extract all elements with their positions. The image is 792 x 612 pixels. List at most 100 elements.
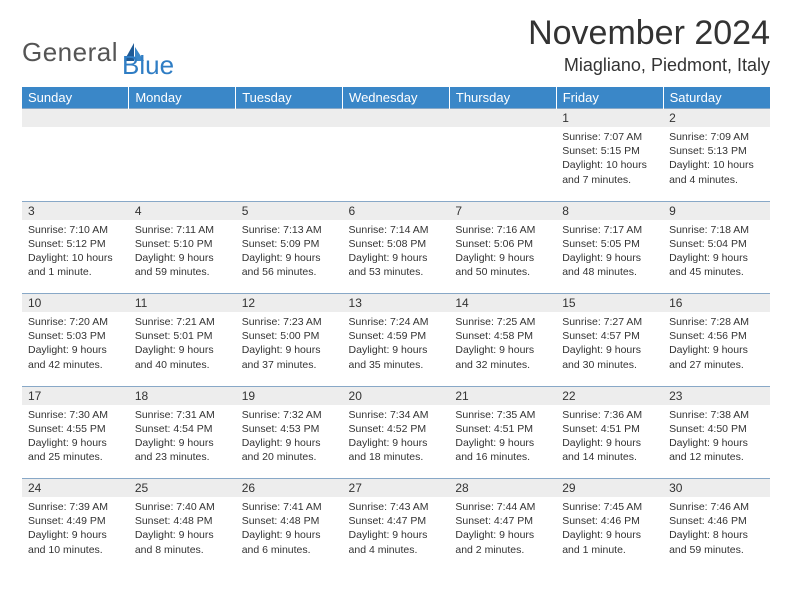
day-detail-cell: Sunrise: 7:44 AMSunset: 4:47 PMDaylight:… bbox=[449, 497, 556, 571]
daylight-text: Daylight: 9 hours and 18 minutes. bbox=[349, 436, 444, 464]
weekday-header: Monday bbox=[129, 87, 236, 109]
logo: General Blue bbox=[22, 14, 174, 81]
daylight-text: Daylight: 9 hours and 25 minutes. bbox=[28, 436, 123, 464]
daylight-text: Daylight: 8 hours and 59 minutes. bbox=[669, 528, 764, 556]
sunrise-text: Sunrise: 7:38 AM bbox=[669, 408, 764, 422]
sunset-text: Sunset: 5:15 PM bbox=[562, 144, 657, 158]
location: Miagliano, Piedmont, Italy bbox=[528, 55, 770, 76]
day-detail-cell: Sunrise: 7:11 AMSunset: 5:10 PMDaylight:… bbox=[129, 220, 236, 294]
sunset-text: Sunset: 5:04 PM bbox=[669, 237, 764, 251]
header: General Blue November 2024 Miagliano, Pi… bbox=[22, 14, 770, 81]
day-detail-row: Sunrise: 7:10 AMSunset: 5:12 PMDaylight:… bbox=[22, 220, 770, 294]
daylight-text: Daylight: 9 hours and 45 minutes. bbox=[669, 251, 764, 279]
day-detail-row: Sunrise: 7:20 AMSunset: 5:03 PMDaylight:… bbox=[22, 312, 770, 386]
day-number-cell: 16 bbox=[663, 294, 770, 313]
daylight-text: Daylight: 9 hours and 2 minutes. bbox=[455, 528, 550, 556]
day-detail-cell: Sunrise: 7:30 AMSunset: 4:55 PMDaylight:… bbox=[22, 405, 129, 479]
sunset-text: Sunset: 5:06 PM bbox=[455, 237, 550, 251]
day-number-cell: 23 bbox=[663, 386, 770, 405]
daylight-text: Daylight: 9 hours and 16 minutes. bbox=[455, 436, 550, 464]
sunrise-text: Sunrise: 7:13 AM bbox=[242, 223, 337, 237]
daylight-text: Daylight: 9 hours and 14 minutes. bbox=[562, 436, 657, 464]
day-detail-cell: Sunrise: 7:31 AMSunset: 4:54 PMDaylight:… bbox=[129, 405, 236, 479]
daylight-text: Daylight: 9 hours and 56 minutes. bbox=[242, 251, 337, 279]
weekday-header: Tuesday bbox=[236, 87, 343, 109]
day-number-cell: 1 bbox=[556, 109, 663, 128]
day-detail-cell: Sunrise: 7:17 AMSunset: 5:05 PMDaylight:… bbox=[556, 220, 663, 294]
sunset-text: Sunset: 4:46 PM bbox=[669, 514, 764, 528]
day-detail-cell: Sunrise: 7:16 AMSunset: 5:06 PMDaylight:… bbox=[449, 220, 556, 294]
sunset-text: Sunset: 4:46 PM bbox=[562, 514, 657, 528]
day-number-row: 17181920212223 bbox=[22, 386, 770, 405]
day-number-cell bbox=[129, 109, 236, 128]
sunset-text: Sunset: 4:49 PM bbox=[28, 514, 123, 528]
sunrise-text: Sunrise: 7:40 AM bbox=[135, 500, 230, 514]
sunrise-text: Sunrise: 7:36 AM bbox=[562, 408, 657, 422]
sunset-text: Sunset: 4:48 PM bbox=[242, 514, 337, 528]
sunrise-text: Sunrise: 7:28 AM bbox=[669, 315, 764, 329]
day-detail-cell: Sunrise: 7:21 AMSunset: 5:01 PMDaylight:… bbox=[129, 312, 236, 386]
sunset-text: Sunset: 4:50 PM bbox=[669, 422, 764, 436]
sunset-text: Sunset: 5:00 PM bbox=[242, 329, 337, 343]
sunset-text: Sunset: 4:47 PM bbox=[349, 514, 444, 528]
sunrise-text: Sunrise: 7:27 AM bbox=[562, 315, 657, 329]
day-number-cell: 14 bbox=[449, 294, 556, 313]
daylight-text: Daylight: 9 hours and 8 minutes. bbox=[135, 528, 230, 556]
day-number-cell: 21 bbox=[449, 386, 556, 405]
sunrise-text: Sunrise: 7:31 AM bbox=[135, 408, 230, 422]
sunrise-text: Sunrise: 7:20 AM bbox=[28, 315, 123, 329]
day-number-cell bbox=[22, 109, 129, 128]
day-detail-cell bbox=[343, 127, 450, 201]
weekday-header-row: Sunday Monday Tuesday Wednesday Thursday… bbox=[22, 87, 770, 109]
sunrise-text: Sunrise: 7:23 AM bbox=[242, 315, 337, 329]
day-detail-cell: Sunrise: 7:14 AMSunset: 5:08 PMDaylight:… bbox=[343, 220, 450, 294]
daylight-text: Daylight: 10 hours and 1 minute. bbox=[28, 251, 123, 279]
sunrise-text: Sunrise: 7:24 AM bbox=[349, 315, 444, 329]
day-number-cell: 15 bbox=[556, 294, 663, 313]
weekday-header: Wednesday bbox=[343, 87, 450, 109]
sunrise-text: Sunrise: 7:43 AM bbox=[349, 500, 444, 514]
day-detail-cell: Sunrise: 7:39 AMSunset: 4:49 PMDaylight:… bbox=[22, 497, 129, 571]
daylight-text: Daylight: 9 hours and 32 minutes. bbox=[455, 343, 550, 371]
sunset-text: Sunset: 5:10 PM bbox=[135, 237, 230, 251]
day-detail-cell: Sunrise: 7:25 AMSunset: 4:58 PMDaylight:… bbox=[449, 312, 556, 386]
sunset-text: Sunset: 5:01 PM bbox=[135, 329, 230, 343]
day-number-cell: 29 bbox=[556, 479, 663, 498]
day-number-row: 10111213141516 bbox=[22, 294, 770, 313]
daylight-text: Daylight: 9 hours and 40 minutes. bbox=[135, 343, 230, 371]
sunset-text: Sunset: 4:54 PM bbox=[135, 422, 230, 436]
day-detail-cell: Sunrise: 7:35 AMSunset: 4:51 PMDaylight:… bbox=[449, 405, 556, 479]
daylight-text: Daylight: 9 hours and 48 minutes. bbox=[562, 251, 657, 279]
day-detail-row: Sunrise: 7:07 AMSunset: 5:15 PMDaylight:… bbox=[22, 127, 770, 201]
day-number-row: 24252627282930 bbox=[22, 479, 770, 498]
day-detail-cell bbox=[236, 127, 343, 201]
day-detail-cell: Sunrise: 7:10 AMSunset: 5:12 PMDaylight:… bbox=[22, 220, 129, 294]
sunset-text: Sunset: 4:48 PM bbox=[135, 514, 230, 528]
sunrise-text: Sunrise: 7:46 AM bbox=[669, 500, 764, 514]
day-number-cell: 3 bbox=[22, 201, 129, 220]
daylight-text: Daylight: 9 hours and 59 minutes. bbox=[135, 251, 230, 279]
sunrise-text: Sunrise: 7:35 AM bbox=[455, 408, 550, 422]
sunrise-text: Sunrise: 7:18 AM bbox=[669, 223, 764, 237]
daylight-text: Daylight: 9 hours and 23 minutes. bbox=[135, 436, 230, 464]
sunrise-text: Sunrise: 7:41 AM bbox=[242, 500, 337, 514]
day-detail-cell: Sunrise: 7:32 AMSunset: 4:53 PMDaylight:… bbox=[236, 405, 343, 479]
day-number-cell: 10 bbox=[22, 294, 129, 313]
sunrise-text: Sunrise: 7:25 AM bbox=[455, 315, 550, 329]
day-number-cell bbox=[449, 109, 556, 128]
day-number-cell: 7 bbox=[449, 201, 556, 220]
sunrise-text: Sunrise: 7:17 AM bbox=[562, 223, 657, 237]
day-detail-cell: Sunrise: 7:07 AMSunset: 5:15 PMDaylight:… bbox=[556, 127, 663, 201]
sunset-text: Sunset: 4:58 PM bbox=[455, 329, 550, 343]
day-detail-cell bbox=[22, 127, 129, 201]
daylight-text: Daylight: 9 hours and 4 minutes. bbox=[349, 528, 444, 556]
sunrise-text: Sunrise: 7:10 AM bbox=[28, 223, 123, 237]
daylight-text: Daylight: 9 hours and 37 minutes. bbox=[242, 343, 337, 371]
sunrise-text: Sunrise: 7:16 AM bbox=[455, 223, 550, 237]
sunrise-text: Sunrise: 7:34 AM bbox=[349, 408, 444, 422]
day-number-cell: 12 bbox=[236, 294, 343, 313]
sunset-text: Sunset: 5:12 PM bbox=[28, 237, 123, 251]
weekday-header: Friday bbox=[556, 87, 663, 109]
day-number-cell: 27 bbox=[343, 479, 450, 498]
daylight-text: Daylight: 9 hours and 6 minutes. bbox=[242, 528, 337, 556]
